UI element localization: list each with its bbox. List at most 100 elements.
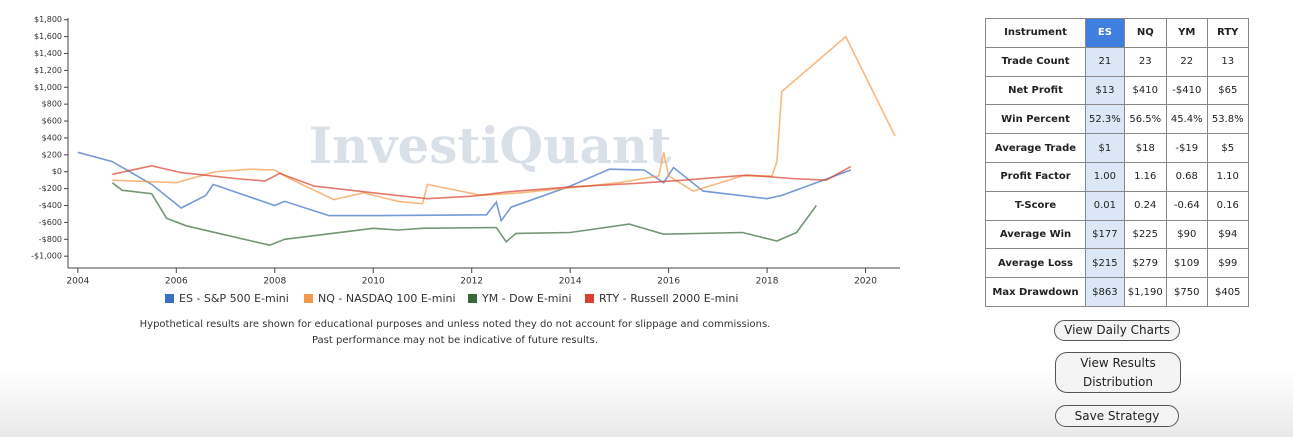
table-cell: 0.68 [1165, 161, 1208, 192]
table-cell: 0.01 [1085, 190, 1125, 221]
table-cell: RTY [1206, 18, 1249, 48]
table-cell: -0.64 [1165, 190, 1208, 221]
x-tick-label: 2006 [165, 277, 188, 287]
table-row: Trade Count 21 23 22 13 [985, 46, 1249, 77]
table-cell: $94 [1206, 219, 1249, 250]
y-tick-label: $400 [42, 133, 62, 142]
table-cell: Instrument [985, 18, 1086, 48]
table-cell: 13 [1206, 46, 1249, 77]
table-cell: $13 [1085, 75, 1125, 106]
x-tick-label: 2010 [362, 277, 385, 287]
table-cell: $1,190 [1123, 277, 1167, 307]
table-row: T-Score 0.01 0.24 -0.64 0.16 [985, 190, 1249, 221]
y-tick-label: $0 [52, 167, 62, 176]
button[interactable]: View Daily Charts [1054, 320, 1180, 341]
table-cell: 53.8% [1206, 104, 1249, 135]
button[interactable]: Save Strategy [1055, 405, 1179, 427]
table-cell: Profit Factor [985, 161, 1086, 192]
table-cell: $65 [1206, 75, 1249, 106]
table-cell: 23 [1123, 46, 1167, 77]
table-cell: $99 [1206, 248, 1249, 279]
table-cell: $863 [1085, 277, 1125, 307]
table-cell: Max Drawdown [985, 277, 1086, 307]
table-cell: 0.16 [1206, 190, 1249, 221]
series-line [112, 35, 896, 205]
table-cell: Average Loss [985, 248, 1086, 279]
table-cell: Net Profit [985, 75, 1086, 106]
legend-label: YM - Dow E-mini [481, 292, 572, 305]
y-tick-label: $1,200 [34, 66, 62, 75]
table-row: Win Percent 52.3% 56.5% 45.4% 53.8% [985, 104, 1249, 135]
y-tick-label: $1,600 [34, 32, 62, 41]
table-cell: Average Trade [985, 133, 1086, 163]
legend-swatch [304, 294, 313, 303]
table-cell: Average Win [985, 219, 1086, 250]
x-tick-label: 2014 [559, 277, 582, 287]
table-row: Instrument ES NQ YM RTY [985, 18, 1249, 48]
table-cell: 1.00 [1085, 161, 1125, 192]
table-row: Average Loss $215 $279 $109 $99 [985, 248, 1249, 279]
table-cell: $18 [1123, 133, 1167, 163]
table-row: Net Profit $13 $410 -$410 $65 [985, 75, 1249, 106]
disclaimer: Past performance may not be indicative o… [312, 335, 598, 346]
table-cell: $750 [1165, 277, 1208, 307]
table-cell: $225 [1123, 219, 1167, 250]
y-tick-label: -$200 [39, 184, 62, 193]
y-tick-label: $1,000 [34, 83, 62, 92]
x-tick-label: 2004 [66, 277, 89, 287]
legend-swatch [585, 294, 594, 303]
y-tick-label: -$600 [39, 218, 62, 227]
table-cell: $410 [1123, 75, 1167, 106]
y-tick-label: $800 [42, 100, 62, 109]
x-tick-label: 2018 [756, 277, 779, 287]
table-row: Max Drawdown $863 $1,190 $750 $405 [985, 277, 1249, 307]
series-line [112, 164, 852, 200]
table-cell: 21 [1085, 46, 1125, 77]
table-cell: 0.24 [1123, 190, 1167, 221]
table-cell: -$410 [1165, 75, 1208, 106]
x-tick-label: 2020 [854, 277, 877, 287]
legend-label: RTY - Russell 2000 E-mini [599, 292, 738, 305]
table-cell: 56.5% [1123, 104, 1167, 135]
table-cell: NQ [1123, 18, 1167, 48]
y-tick-label: $1,800 [34, 15, 62, 24]
table-row: Average Trade $1 $18 -$19 $5 [985, 133, 1249, 163]
table-cell: 45.4% [1165, 104, 1208, 135]
table-cell: $109 [1165, 248, 1208, 279]
legend-label: ES - S&P 500 E-mini [179, 292, 289, 305]
table-cell: 52.3% [1085, 104, 1125, 135]
y-tick-label: $200 [42, 150, 62, 159]
table-cell: $90 [1165, 219, 1208, 250]
table-cell: $5 [1206, 133, 1249, 163]
button[interactable]: View Results Distribution [1055, 352, 1181, 393]
y-tick-label: -$1,000 [31, 252, 62, 261]
table-cell: 22 [1165, 46, 1208, 77]
x-tick-label: 2012 [460, 277, 483, 287]
x-tick-label: 2016 [657, 277, 680, 287]
table-cell: $1 [1085, 133, 1125, 163]
stats-table: Instrument ES NQ YM RTY Trade Count 21 23 22 13 Ne… [985, 18, 1249, 307]
table-cell: $405 [1206, 277, 1249, 307]
y-tick-label: $1,400 [34, 49, 62, 58]
table-cell: $215 [1085, 248, 1125, 279]
legend-swatch [165, 294, 174, 303]
table-cell: 1.16 [1123, 161, 1167, 192]
table-cell: T-Score [985, 190, 1086, 221]
table-cell: Win Percent [985, 104, 1086, 135]
table-cell: $177 [1085, 219, 1125, 250]
table-cell: 1.10 [1206, 161, 1249, 192]
watermark: InvestiQuant [309, 116, 672, 175]
chart: InvestiQuant $1,800 $1,600 $1,400 $1,200 $1,… [31, 15, 900, 346]
table-cell: -$19 [1165, 133, 1208, 163]
x-tick-label: 2008 [263, 277, 286, 287]
disclaimer: Hypothetical results are shown for educa… [140, 319, 771, 330]
legend-label: NQ - NASDAQ 100 E-mini [318, 292, 456, 305]
table-cell: Trade Count [985, 46, 1086, 77]
y-tick-label: $600 [42, 117, 62, 126]
table-row: Average Win $177 $225 $90 $94 [985, 219, 1249, 250]
table-row: Profit Factor 1.00 1.16 0.68 1.10 [985, 161, 1249, 192]
table-cell: YM [1165, 18, 1208, 48]
table-cell: $279 [1123, 248, 1167, 279]
table-cell: ES [1085, 18, 1125, 48]
